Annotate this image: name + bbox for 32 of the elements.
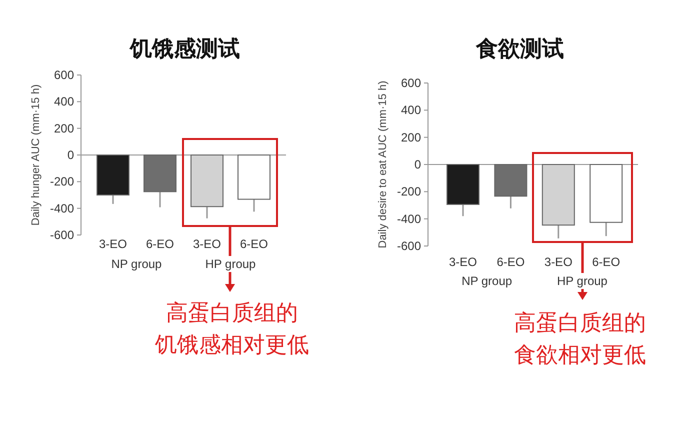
y-tick-label: -400 <box>50 201 74 216</box>
text: NP group <box>111 257 162 271</box>
y-tick-label: 200 <box>54 121 74 136</box>
y-axis-title: Daily hunger AUC (mm·15 h) <box>30 84 42 226</box>
x-tick-label: 3-EO <box>98 237 128 251</box>
x-tick-label: 6-EO <box>240 237 268 251</box>
text: HP group <box>557 274 608 288</box>
y-tick-label: 0 <box>414 158 422 172</box>
y-tick-label: -600 <box>50 228 74 242</box>
text: 高蛋白质组的饥饿感相对更低 <box>154 300 309 357</box>
chart-title: 饥饿感测试 <box>129 36 240 61</box>
y-tick-label: -200 <box>396 184 422 199</box>
y-tick-label: 600 <box>54 68 74 82</box>
x-tick-label: 6-EO <box>592 255 620 269</box>
y-axis-title: Daily desire to eat AUC (mm·15 h) <box>377 80 389 248</box>
x-tick-label: 3-EO <box>544 255 572 269</box>
y-tick-label: -200 <box>50 174 74 189</box>
y-tick-label: 600 <box>400 76 422 90</box>
y-tick-label: -600 <box>396 239 422 253</box>
y-tick-label: 0 <box>67 148 74 162</box>
x-tick-label: 6-EO <box>496 255 525 269</box>
x-tick-label: 3-EO <box>192 237 222 251</box>
x-tick-label: 3-EO <box>448 255 478 269</box>
y-tick-label: 400 <box>54 94 74 109</box>
text: 高蛋白质组的食欲相对更低 <box>514 310 646 367</box>
y-tick-label: 400 <box>400 103 422 118</box>
chart-title: 食欲测试 <box>475 36 564 61</box>
text: HP group <box>205 257 256 271</box>
y-tick-label: -400 <box>396 212 422 226</box>
y-tick-label: 200 <box>400 130 422 144</box>
x-tick-label: 6-EO <box>146 237 174 251</box>
text: NP group <box>462 274 512 288</box>
